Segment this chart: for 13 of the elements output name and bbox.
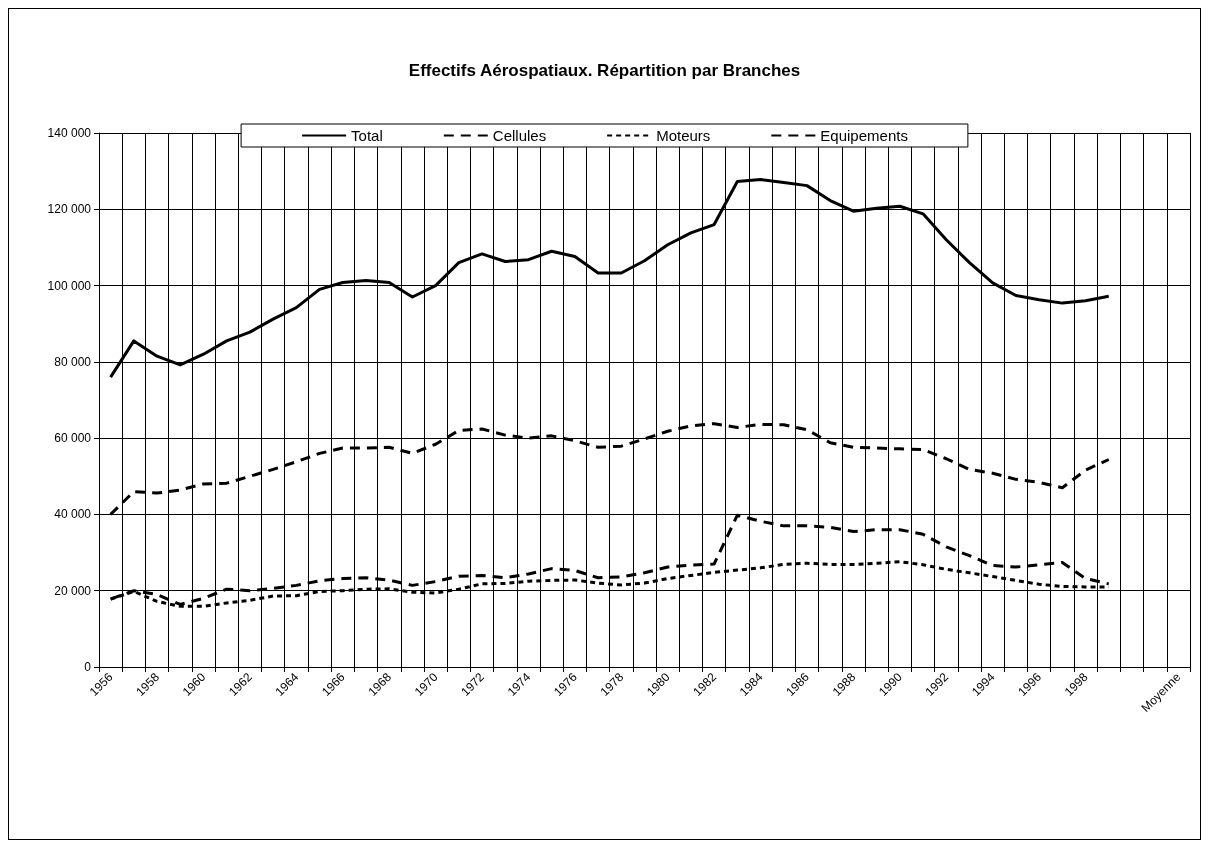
y-tick-label: 80 000 <box>54 354 92 369</box>
legend-label: Total <box>351 127 383 144</box>
y-tick-label: 140 000 <box>47 126 92 140</box>
legend-label: Cellules <box>492 127 547 144</box>
y-tick-label: 60 000 <box>54 431 92 446</box>
y-tick-label: 40 000 <box>54 507 92 522</box>
legend-label: Moteurs <box>656 127 711 144</box>
y-tick-label: 100 000 <box>47 278 92 293</box>
y-tick-label: 0 <box>84 660 92 674</box>
y-tick-label: 20 000 <box>54 583 92 598</box>
y-tick-label: 120 000 <box>47 202 92 217</box>
chart-title: Effectifs Aérospatiaux. Répartition par Branches <box>408 61 801 80</box>
legend-label: Equipements <box>820 127 908 144</box>
